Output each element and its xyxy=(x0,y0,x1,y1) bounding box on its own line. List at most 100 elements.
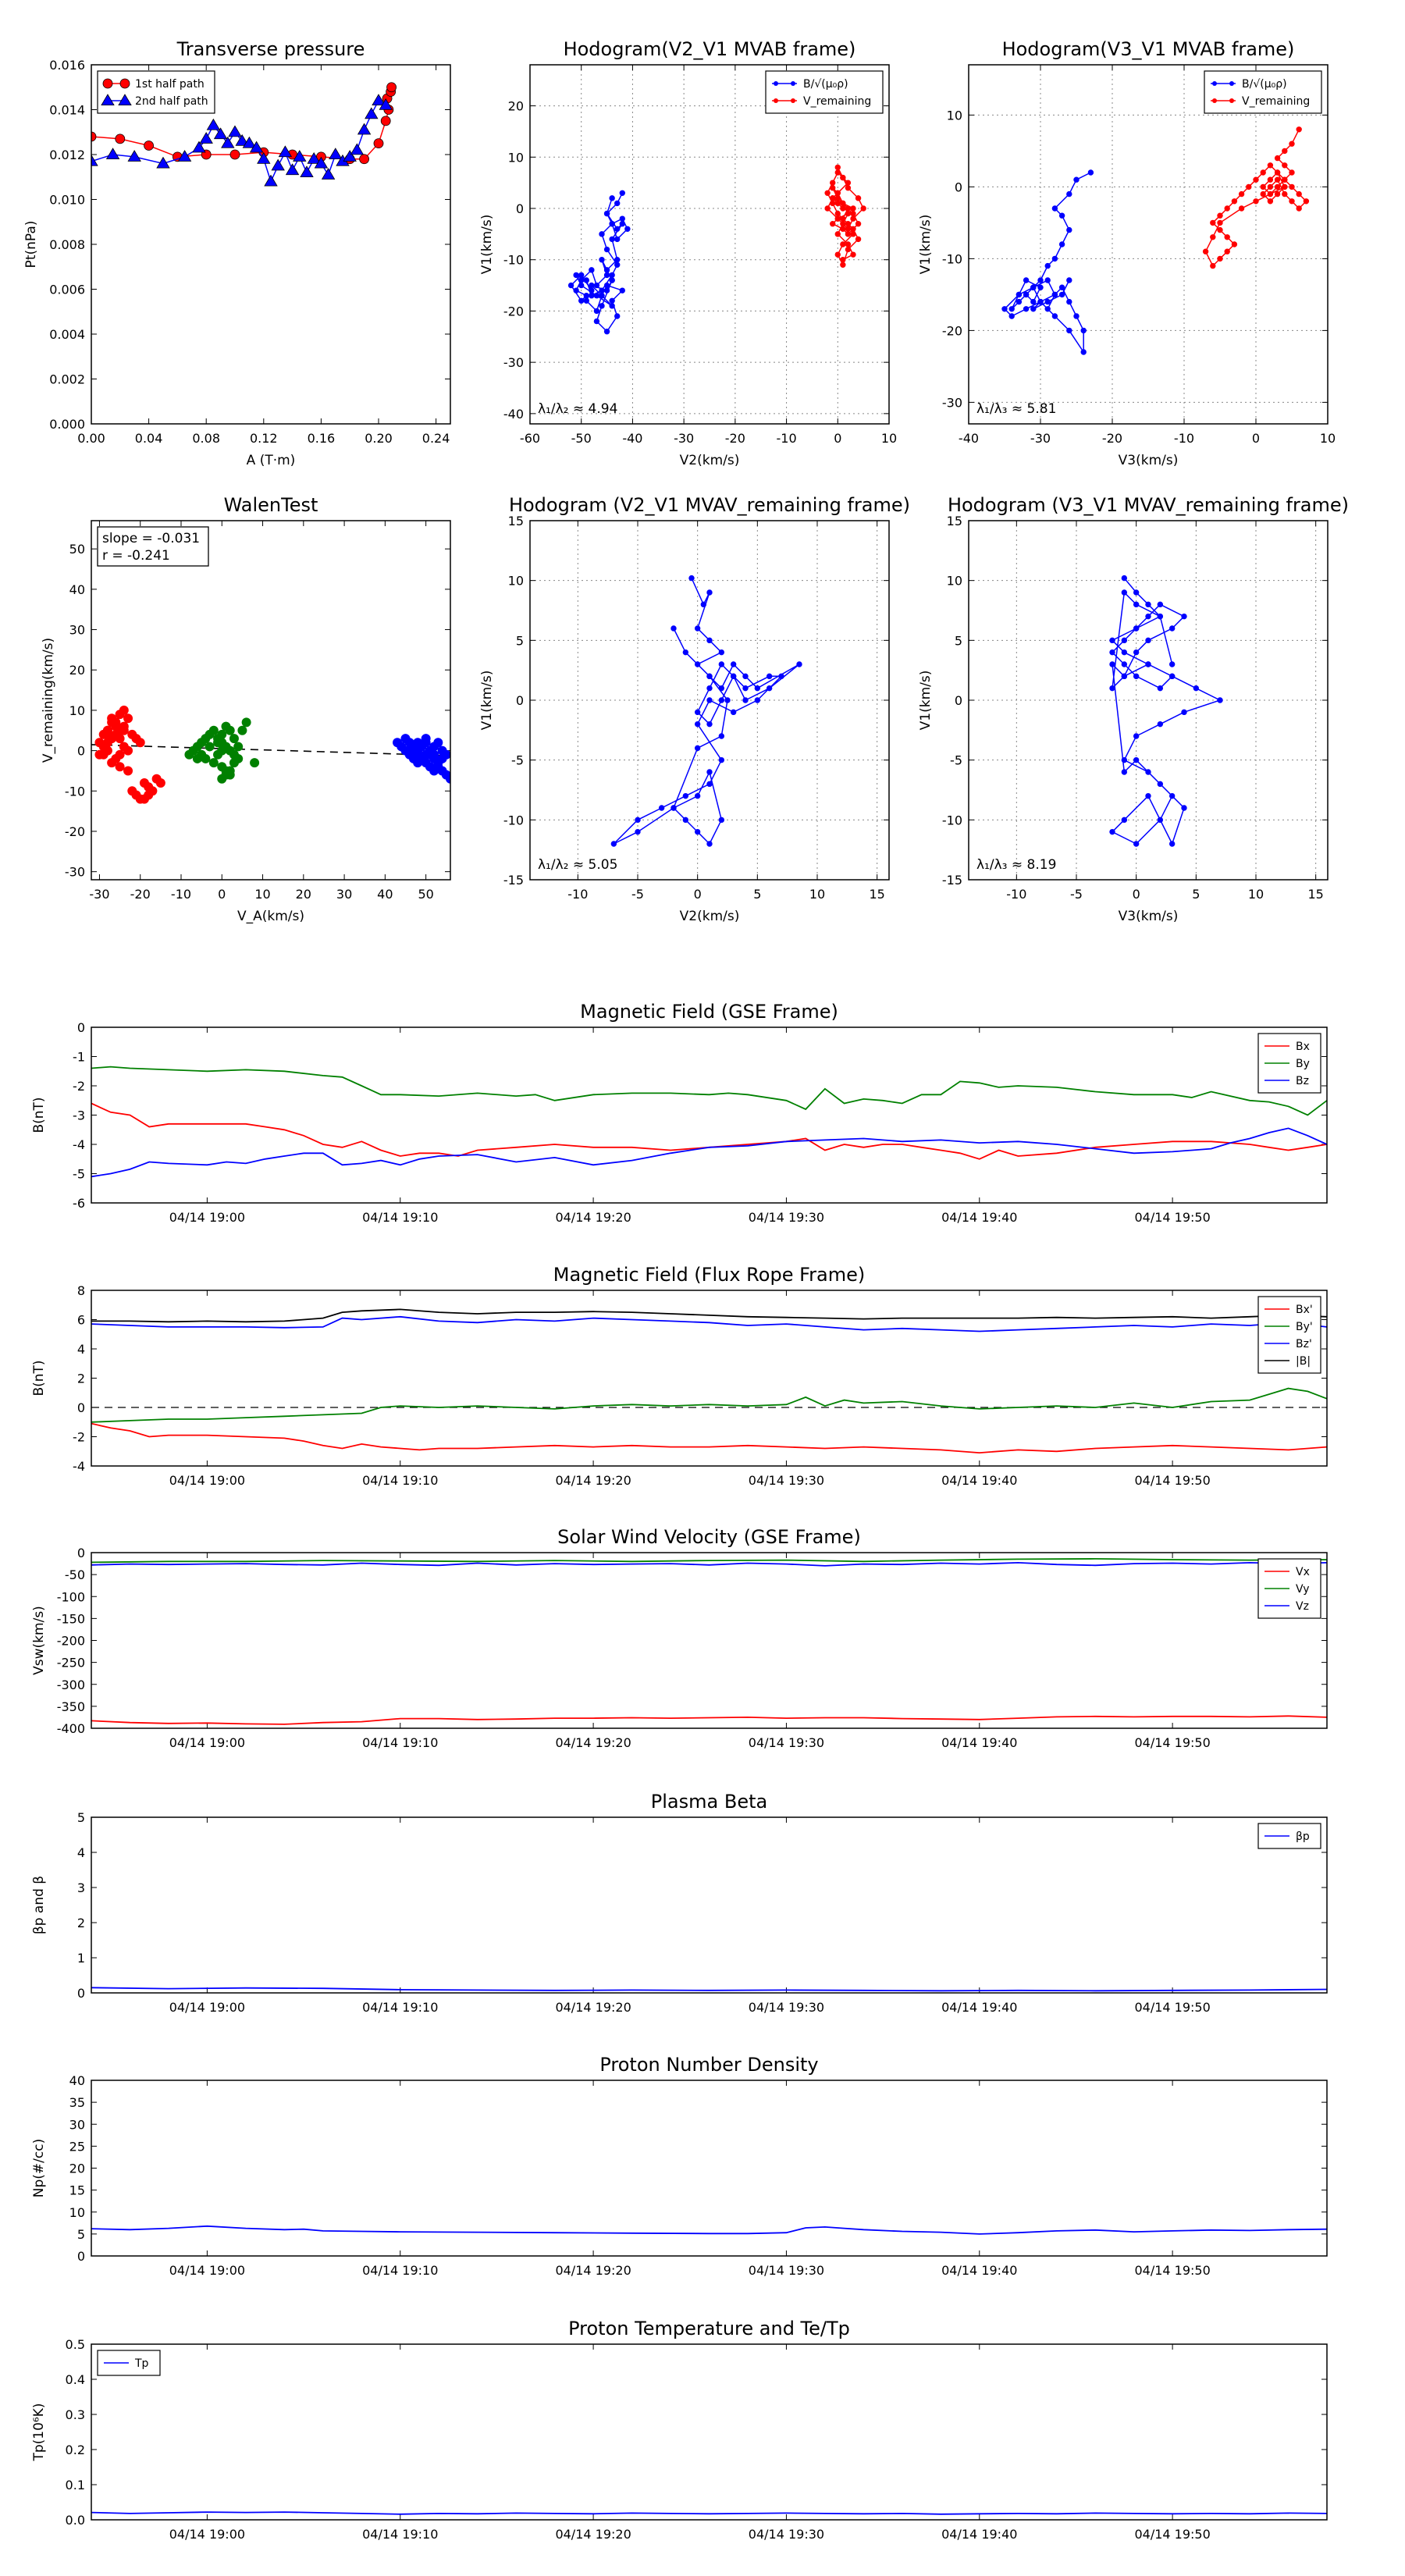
series-line xyxy=(570,192,628,333)
data-point xyxy=(1181,613,1187,620)
data-point xyxy=(1282,176,1288,183)
data-point xyxy=(706,673,713,680)
data-point xyxy=(603,287,610,294)
y-tick-label: -300 xyxy=(57,1678,85,1692)
data-point xyxy=(830,195,836,201)
data-point xyxy=(1296,126,1302,133)
legend-label: Tp xyxy=(134,2357,149,2370)
chart-tp_temp: Proton Temperature and Te/Tp 04/14 19:00 0… xyxy=(31,2318,1328,2542)
data-point xyxy=(730,661,737,667)
data-point xyxy=(610,841,617,847)
y-tick-label: 10 xyxy=(947,108,962,123)
plot-area xyxy=(91,2225,1327,2235)
data-point xyxy=(1145,601,1151,608)
axes-frame xyxy=(91,2080,1328,2257)
series-0 xyxy=(1109,575,1223,847)
data-point xyxy=(386,82,397,93)
data-point xyxy=(1121,589,1128,596)
data-point xyxy=(635,828,641,835)
data-point xyxy=(619,221,625,227)
data-point xyxy=(91,131,97,142)
x-tick-label: 04/14 19:50 xyxy=(1134,1210,1210,1225)
stats-box: slope = -0.031 r = -0.241 xyxy=(97,526,209,567)
plot-area xyxy=(610,575,802,847)
x-tick-label: -30 xyxy=(1030,431,1051,446)
y-tick-label: 10 xyxy=(69,703,85,718)
data-point xyxy=(694,625,701,632)
data-point xyxy=(365,107,379,119)
y-tick-label: 5 xyxy=(77,1810,85,1825)
series-1 xyxy=(824,164,866,268)
data-point xyxy=(1217,697,1223,703)
data-point xyxy=(249,141,264,153)
data-point xyxy=(609,297,615,304)
y-tick-label: -20 xyxy=(65,824,85,839)
data-point xyxy=(1030,306,1037,312)
y-tick-label: 15 xyxy=(947,514,962,528)
y-tick-label: 10 xyxy=(508,150,524,165)
chart-title: Plasma Beta xyxy=(651,1791,767,1813)
data-point xyxy=(694,720,701,728)
data-point xyxy=(718,685,725,692)
y-tick-label: 0.006 xyxy=(49,283,85,297)
data-point xyxy=(1121,575,1128,582)
axes-frame xyxy=(91,1290,1328,1467)
data-point xyxy=(830,221,836,227)
data-point xyxy=(1109,649,1115,656)
data-point xyxy=(706,841,713,847)
data-point xyxy=(609,277,615,283)
y-tick-label: 2 xyxy=(77,1916,85,1930)
chart-tp: Transverse pressure 0.00 0.04 0.08 0.12 0.16 0… xyxy=(23,38,451,468)
data-point xyxy=(1267,162,1274,169)
y-tick-label: 10 xyxy=(508,574,524,589)
chart-title: Proton Temperature and Te/Tp xyxy=(568,2318,850,2339)
data-point xyxy=(1282,148,1288,155)
y-axis-label: βp and β xyxy=(31,1876,47,1934)
data-point xyxy=(845,221,852,227)
data-point xyxy=(225,725,235,735)
y-axis-label: V1(km/s) xyxy=(918,671,934,731)
axes-frame xyxy=(91,520,451,881)
data-point xyxy=(380,116,391,126)
data-point xyxy=(1087,169,1094,176)
data-point xyxy=(603,272,610,279)
data-point xyxy=(192,753,202,763)
data-point xyxy=(1145,661,1151,667)
series-1 xyxy=(91,94,393,187)
legend-label: Vx xyxy=(1296,1566,1310,1578)
y-tick-label: 0.008 xyxy=(49,237,85,252)
chart-np: Proton Number Density 04/14 19:00 04/14 19… xyxy=(31,2054,1328,2278)
data-point xyxy=(603,246,610,253)
x-tick-label: 04/14 19:00 xyxy=(169,1735,245,1750)
x-tick-label: -10 xyxy=(171,887,191,902)
x-tick-label: 04/14 19:20 xyxy=(555,1735,631,1750)
data-point xyxy=(1109,637,1115,644)
x-tick-label: 04/14 19:20 xyxy=(555,2263,631,2278)
data-point xyxy=(1303,198,1310,205)
data-point xyxy=(278,145,293,158)
x-tick-label: 04/14 19:00 xyxy=(169,2000,245,2015)
data-point xyxy=(307,151,321,164)
data-point xyxy=(123,745,133,756)
data-point xyxy=(1168,841,1176,847)
x-tick-label: 50 xyxy=(418,887,433,902)
data-point xyxy=(706,637,713,644)
data-point xyxy=(1296,205,1302,212)
fit-line xyxy=(91,744,450,756)
data-point xyxy=(135,738,145,748)
y-tick-label: -350 xyxy=(57,1699,85,1714)
y-tick-label: 0.2 xyxy=(66,2443,85,2457)
legend: 1st half path 2nd half path xyxy=(97,70,215,114)
data-point xyxy=(221,136,235,148)
data-point xyxy=(850,205,856,212)
legend-label: |B| xyxy=(1296,1355,1311,1368)
data-point xyxy=(1066,226,1072,233)
axes-frame xyxy=(91,2343,1328,2521)
series-line-2 xyxy=(91,1561,1327,1567)
data-point xyxy=(177,150,192,162)
y-axis-label: B(nT) xyxy=(31,1097,47,1133)
data-point xyxy=(213,749,223,760)
legend-marker xyxy=(774,81,778,86)
data-point xyxy=(1274,155,1281,162)
